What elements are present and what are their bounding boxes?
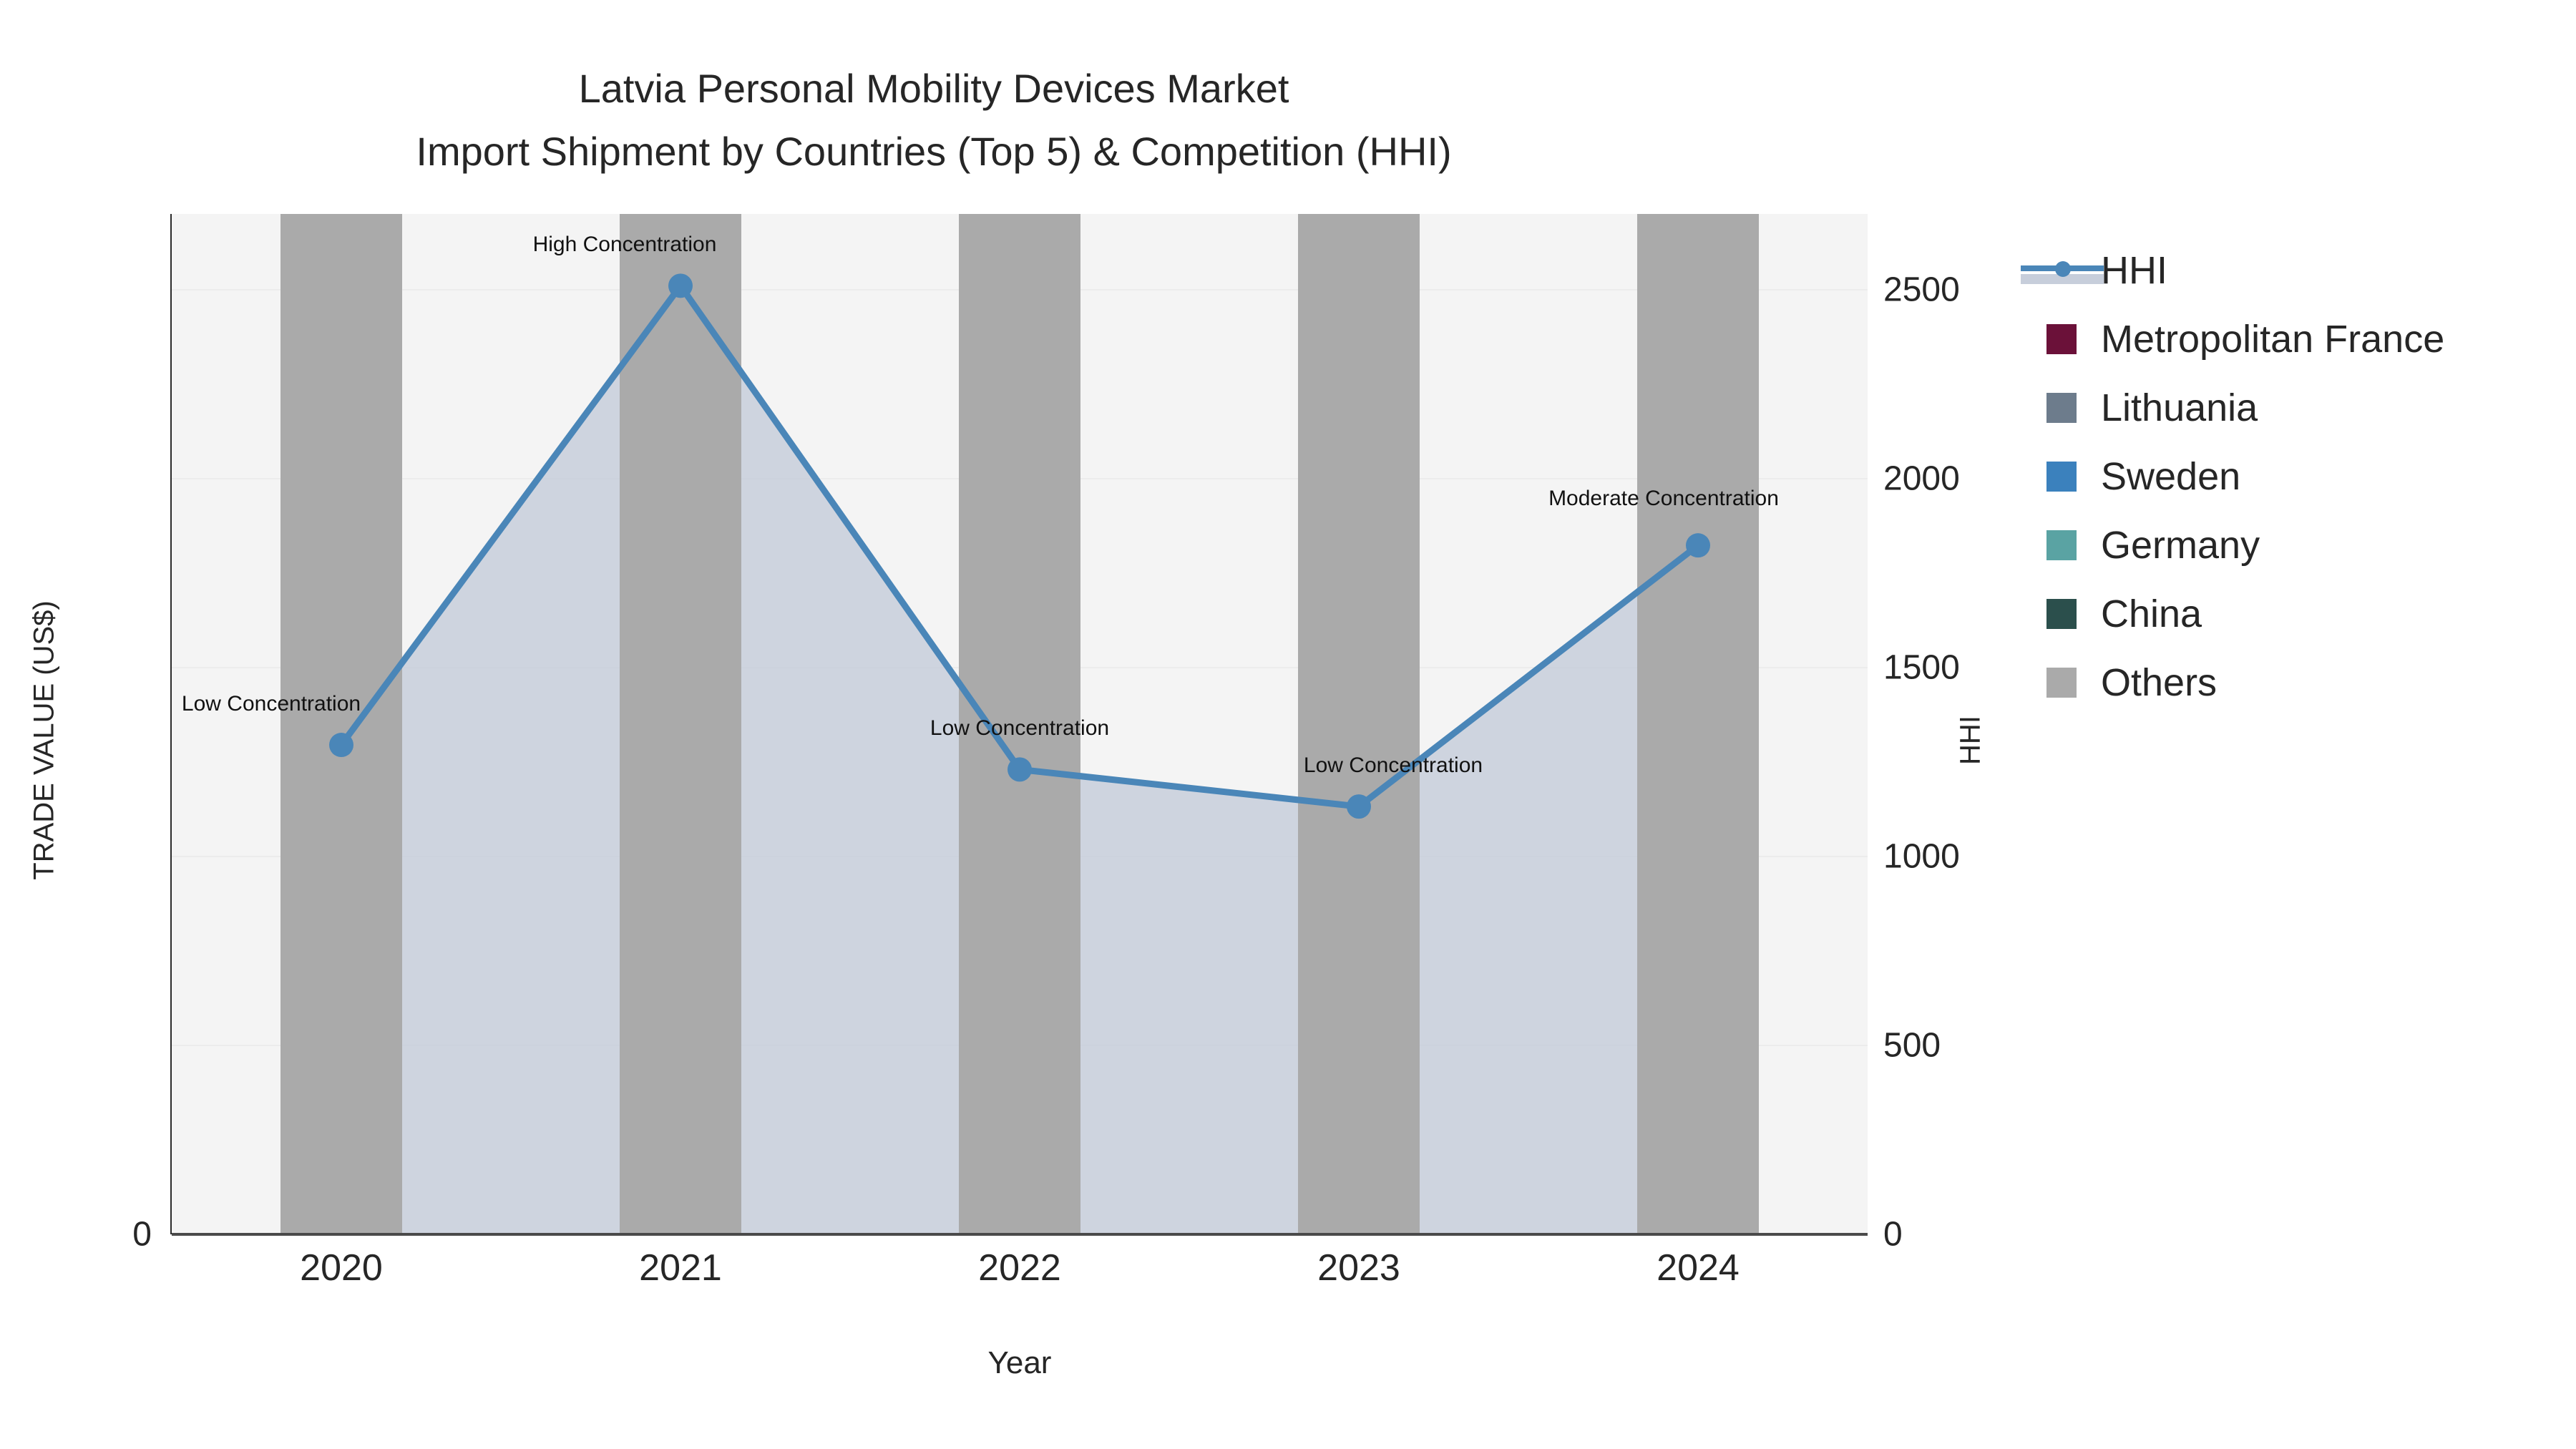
bar-group-2020[interactable]: [280, 214, 402, 1234]
y-tick-left-0: 0: [132, 1215, 152, 1254]
legend-item-label: Metropolitan France: [2101, 318, 2445, 361]
bar-segment-others[interactable]: [280, 214, 402, 1234]
x-tick-2022: 2022: [978, 1247, 1061, 1289]
x-tick-2023: 2023: [1317, 1247, 1400, 1289]
legend-item-china[interactable]: China: [2046, 580, 2444, 648]
chart-title-line1: Latvia Personal Mobility Devices Market: [578, 66, 1289, 111]
x-tick-2024: 2024: [1657, 1247, 1740, 1289]
y-tick-right-1000: 1000: [1883, 837, 1960, 876]
chart-legend: HHI Metropolitan France Lithuania Sweden Ger…: [2021, 236, 2444, 717]
bar-group-2021[interactable]: [620, 214, 741, 1234]
legend-swatch-icon: [2046, 393, 2077, 423]
legend-item-label: China: [2101, 592, 2202, 635]
legend-swatch-icon: [2046, 599, 2077, 629]
x-axis-line: [172, 1233, 1868, 1236]
bar-segment-others[interactable]: [1637, 214, 1759, 1234]
legend-swatch-icon: [2046, 324, 2077, 354]
y-tick-right-0: 0: [1883, 1215, 1903, 1254]
legend-line-icon: [2021, 255, 2104, 286]
y-tick-right-2000: 2000: [1883, 459, 1960, 498]
bar-segment-others[interactable]: [1298, 214, 1420, 1234]
legend-swatch-icon: [2046, 530, 2077, 560]
legend-item-label: Lithuania: [2101, 386, 2258, 429]
annotation-2023: Low Concentration: [1303, 753, 1483, 778]
legend-item-sweden[interactable]: Sweden: [2046, 442, 2444, 511]
bar-group-2023[interactable]: [1298, 214, 1420, 1234]
y-tick-right-1500: 1500: [1883, 648, 1960, 687]
bar-segment-others[interactable]: [620, 214, 741, 1234]
annotation-2020: Low Concentration: [181, 692, 361, 716]
y-axis-label-left: TRADE VALUE (US$): [28, 600, 60, 880]
legend-item-label: Others: [2101, 661, 2218, 704]
legend-item-label: HHI: [2101, 249, 2167, 292]
x-tick-2021: 2021: [639, 1247, 722, 1289]
bar-group-2024[interactable]: [1637, 214, 1759, 1234]
x-axis-label: Year: [987, 1345, 1052, 1380]
y-tick-right-500: 500: [1883, 1026, 1941, 1065]
chart-title: Latvia Personal Mobility Devices Market …: [0, 57, 1868, 183]
chart-title-line2: Import Shipment by Countries (Top 5) & C…: [416, 129, 1452, 174]
annotation-2024: Moderate Concentration: [1548, 487, 1779, 511]
legend-swatch-icon: [2046, 462, 2077, 492]
legend-item-lithuania[interactable]: Lithuania: [2046, 374, 2444, 442]
legend-swatch-icon: [2046, 668, 2077, 698]
legend-item-others[interactable]: Others: [2046, 648, 2444, 717]
annotation-2022: Low Concentration: [930, 716, 1110, 741]
annotation-2021: High Concentration: [532, 233, 717, 257]
legend-item-germany[interactable]: Germany: [2046, 511, 2444, 580]
x-tick-2020: 2020: [300, 1247, 383, 1289]
legend-item-metropolitan-france[interactable]: Metropolitan France: [2046, 305, 2444, 374]
legend-item-label: Sweden: [2101, 455, 2241, 498]
legend-item-label: Germany: [2101, 524, 2260, 567]
legend-item-hhi[interactable]: HHI: [2021, 236, 2444, 305]
y-tick-right-2500: 2500: [1883, 270, 1960, 309]
